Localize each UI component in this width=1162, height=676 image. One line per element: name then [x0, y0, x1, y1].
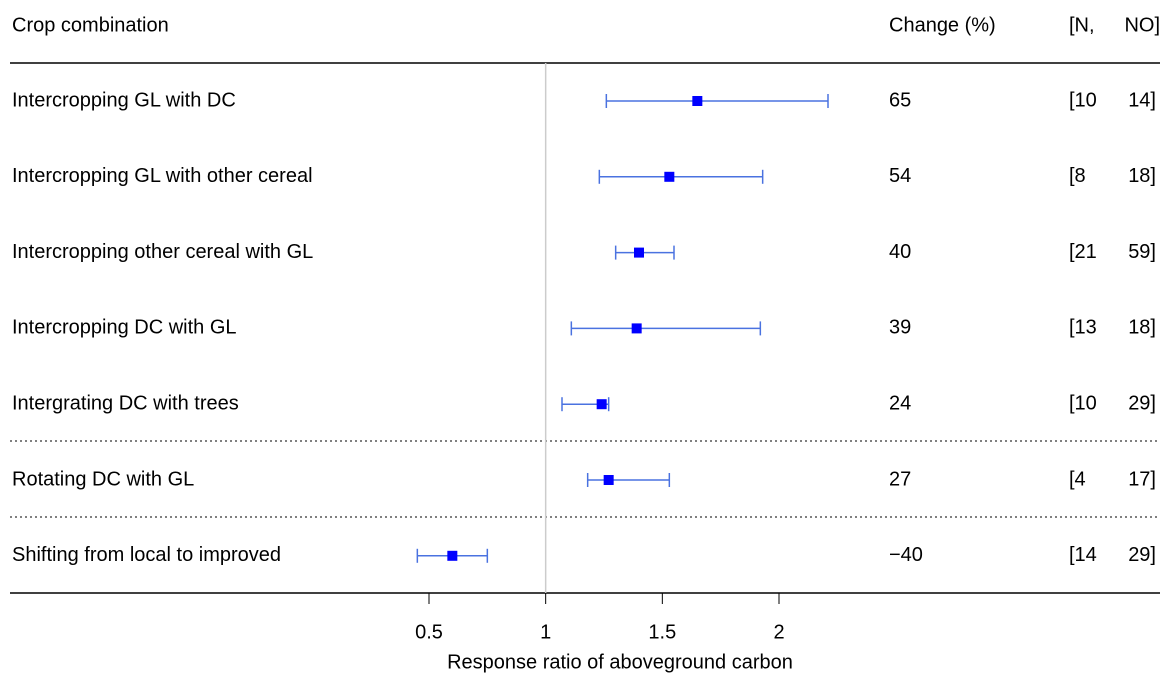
- change-value: 24: [889, 392, 911, 414]
- n-value: [14: [1069, 544, 1097, 566]
- column-header: NO]: [1124, 14, 1160, 36]
- point-estimate: [692, 96, 703, 106]
- point-estimate: [631, 323, 642, 334]
- n-value: [10: [1069, 392, 1097, 414]
- n-value: [8: [1069, 165, 1086, 187]
- change-value: 27: [889, 468, 911, 490]
- change-value: 65: [889, 89, 911, 111]
- change-value: 54: [889, 165, 911, 187]
- column-header: [N,: [1069, 14, 1095, 36]
- row-label: Intercropping GL with DC: [12, 89, 236, 111]
- change-value: −40: [889, 544, 923, 566]
- row-label: Intergrating DC with trees: [12, 392, 239, 414]
- row-label: Intercropping GL with other cereal: [12, 165, 313, 187]
- row-label: Rotating DC with GL: [12, 468, 194, 490]
- row-label: Intercropping other cereal with GL: [12, 241, 313, 263]
- point-estimate: [603, 475, 614, 485]
- n-value: [21: [1069, 241, 1097, 263]
- no-value: 29]: [1128, 392, 1156, 414]
- x-tick-label: 1.5: [648, 621, 676, 643]
- column-header: Change (%): [889, 14, 996, 36]
- no-value: 17]: [1128, 468, 1156, 490]
- x-axis-label: Response ratio of aboveground carbon: [447, 651, 793, 673]
- n-value: [13: [1069, 317, 1097, 339]
- no-value: 18]: [1128, 317, 1156, 339]
- n-value: [4: [1069, 468, 1086, 490]
- x-tick-label: 2: [773, 621, 784, 643]
- no-value: 14]: [1128, 89, 1156, 111]
- row-label: Intercropping DC with GL: [12, 317, 237, 339]
- change-value: 40: [889, 241, 911, 263]
- column-header: Crop combination: [12, 14, 169, 36]
- point-estimate: [596, 399, 607, 410]
- no-value: 59]: [1128, 241, 1156, 263]
- n-value: [10: [1069, 89, 1097, 111]
- no-value: 18]: [1128, 165, 1156, 187]
- no-value: 29]: [1128, 544, 1156, 566]
- x-tick-label: 0.5: [415, 621, 443, 643]
- change-value: 39: [889, 317, 911, 339]
- row-label: Shifting from local to improved: [12, 544, 281, 566]
- point-estimate: [634, 247, 644, 258]
- x-tick-label: 1: [540, 621, 551, 643]
- point-estimate: [664, 171, 675, 182]
- point-estimate: [447, 550, 458, 561]
